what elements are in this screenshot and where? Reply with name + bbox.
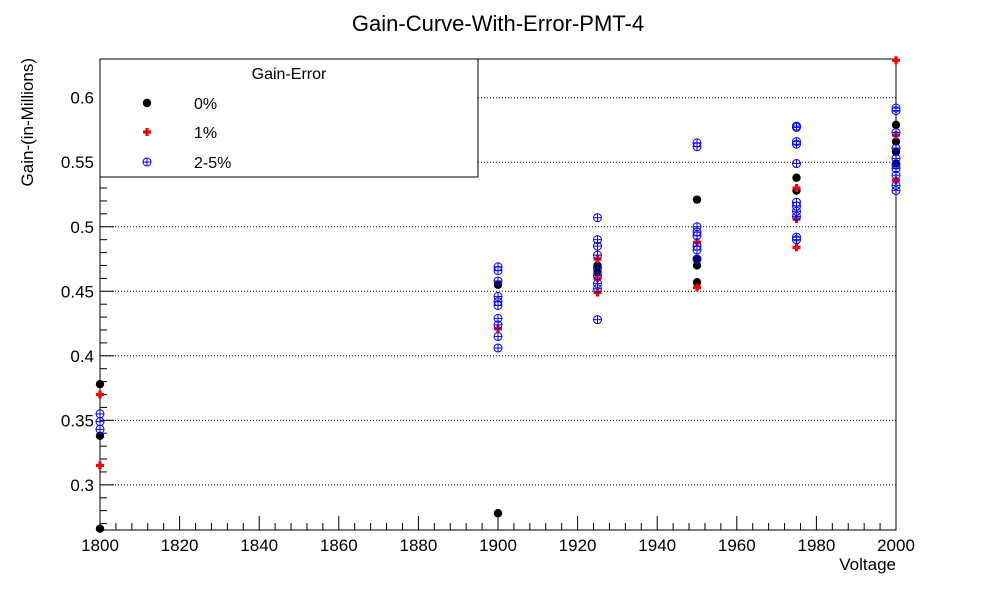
data-point xyxy=(792,139,801,149)
y-tick-label: 0.3 xyxy=(70,476,94,495)
legend: Gain-Error 0% 1% 2-5% xyxy=(99,58,479,178)
data-point xyxy=(692,261,702,270)
data-point xyxy=(792,159,801,169)
data-point xyxy=(593,250,602,260)
data-point xyxy=(493,266,503,276)
x-tick-label: 1920 xyxy=(559,536,597,555)
data-point xyxy=(891,143,901,153)
data-point xyxy=(891,120,901,130)
y-tick-label: 0.55 xyxy=(61,153,94,172)
data-point xyxy=(792,235,801,245)
y-tick-label: 0.5 xyxy=(70,218,94,237)
x-tick-label: 1980 xyxy=(797,536,835,555)
data-point xyxy=(792,122,801,132)
data-point xyxy=(692,245,702,255)
data-point xyxy=(593,213,602,223)
y-tick-label: 0.35 xyxy=(61,411,94,430)
data-point xyxy=(493,331,503,341)
y-axis-label: Gain-(in-Millions) xyxy=(18,58,37,186)
data-point xyxy=(95,379,105,389)
data-point xyxy=(692,231,702,241)
x-tick-label: 1960 xyxy=(718,536,756,555)
data-point xyxy=(493,276,503,286)
legend-label: 2-5% xyxy=(194,155,231,172)
data-point xyxy=(792,173,801,182)
x-axis-label: Voltage xyxy=(839,555,896,574)
data-point xyxy=(493,509,503,518)
y-tick-label: 0.45 xyxy=(61,282,94,301)
legend-marker xyxy=(142,157,152,167)
data-point xyxy=(792,243,801,252)
series-3 xyxy=(95,103,901,434)
data-point xyxy=(593,271,602,281)
x-tick-label: 1800 xyxy=(81,536,119,555)
data-point xyxy=(891,106,901,116)
data-point xyxy=(891,170,901,180)
data-point xyxy=(692,195,702,204)
legend-entry: 2-5% xyxy=(142,155,231,172)
data-point xyxy=(593,241,602,251)
legend-marker xyxy=(142,98,152,108)
data-point xyxy=(891,137,901,146)
data-point xyxy=(493,320,503,330)
data-point xyxy=(95,431,105,440)
data-point xyxy=(593,263,602,273)
legend-marker xyxy=(143,128,151,136)
data-point xyxy=(95,524,105,533)
data-point xyxy=(692,142,702,152)
data-point xyxy=(95,424,105,434)
data-point xyxy=(96,461,104,470)
data-point xyxy=(692,278,702,287)
data-point xyxy=(593,315,602,325)
legend-entry: 0% xyxy=(142,96,217,113)
x-tick-label: 1940 xyxy=(638,536,676,555)
y-tick-label: 0.4 xyxy=(70,347,94,366)
x-tick-label: 1880 xyxy=(399,536,437,555)
data-point xyxy=(792,184,801,193)
legend-label: 1% xyxy=(194,125,217,142)
x-tick-label: 1900 xyxy=(479,536,517,555)
legend-label: 0% xyxy=(194,96,217,113)
legend-title: Gain-Error xyxy=(252,66,327,83)
data-point xyxy=(892,176,900,185)
x-tick-label: 1820 xyxy=(161,536,199,555)
legend-entry: 1% xyxy=(143,125,217,142)
y-tick-label: 0.6 xyxy=(70,89,94,108)
data-point xyxy=(692,254,702,264)
data-point xyxy=(493,300,503,310)
x-tick-label: 1840 xyxy=(240,536,278,555)
data-point xyxy=(593,284,602,294)
data-point xyxy=(792,211,801,221)
chart-title: Gain-Curve-With-Error-PMT-4 xyxy=(352,11,644,36)
data-point xyxy=(95,417,105,427)
x-tick-label: 1860 xyxy=(320,536,358,555)
data-point xyxy=(96,390,104,399)
data-point xyxy=(693,283,701,292)
data-point xyxy=(493,343,503,353)
axes: 1800 1820 1840 1860 1880 1900 1920 1940 1960 1980… xyxy=(61,58,915,555)
data-point xyxy=(891,186,901,196)
data-point xyxy=(95,409,105,419)
data-point xyxy=(891,128,901,138)
data-point xyxy=(892,56,900,65)
data-points xyxy=(95,56,901,533)
legend-box xyxy=(99,58,479,178)
x-tick-label: 2000 xyxy=(877,536,915,555)
